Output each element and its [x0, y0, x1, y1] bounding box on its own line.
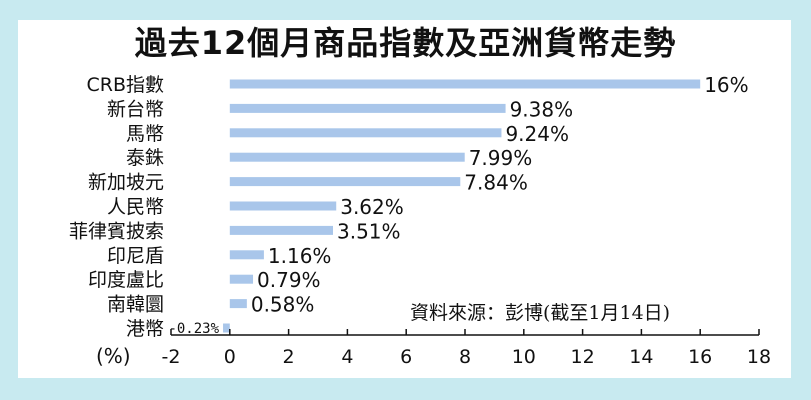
value-label-8: 0.79% — [257, 268, 321, 292]
bar-3 — [229, 152, 465, 162]
value-label-2: 9.24% — [505, 122, 569, 146]
x-tick-label-3: 4 — [341, 346, 353, 368]
x-tick-label-2: 2 — [283, 346, 295, 368]
bar-8 — [229, 274, 254, 284]
x-tick-label-9: 16 — [688, 346, 712, 368]
x-tick-label-7: 12 — [571, 346, 595, 368]
bar-1 — [229, 103, 506, 113]
bar-0 — [229, 79, 701, 89]
value-label-5: 3.62% — [340, 195, 404, 219]
x-tick-label-4: 6 — [400, 346, 412, 368]
x-tick-label-0: -2 — [162, 346, 181, 368]
category-label-2: 馬幣 — [126, 123, 164, 145]
value-label-10: -0.23% — [168, 321, 219, 337]
category-label-7: 印尼盾 — [107, 245, 164, 267]
category-label-1: 新台幣 — [107, 98, 164, 120]
x-tick-label-10: 18 — [747, 346, 771, 368]
bar-9 — [229, 299, 247, 309]
value-label-1: 9.38% — [510, 97, 574, 121]
value-label-4: 7.84% — [464, 171, 528, 195]
category-label-4: 新加坡元 — [88, 172, 164, 194]
category-label-5: 人民幣 — [107, 196, 164, 218]
x-tick-label-6: 10 — [512, 346, 536, 368]
bar-5 — [229, 201, 337, 211]
x-tick-label-8: 14 — [629, 346, 653, 368]
x-tick-label-5: 8 — [459, 346, 471, 368]
category-label-9: 南韓圜 — [107, 294, 164, 316]
chart-title: 過去12個月商品指數及亞洲貨幣走勢 — [134, 24, 677, 62]
category-label-8: 印度盧比 — [88, 269, 164, 291]
category-label-0: CRB指數 — [86, 74, 164, 96]
value-label-6: 3.51% — [337, 219, 401, 243]
bar-7 — [229, 250, 264, 260]
source-note: 資料來源：彭博(截至1月14日) — [410, 302, 671, 324]
category-label-3: 泰銖 — [126, 147, 164, 169]
bar-4 — [229, 177, 461, 187]
value-label-7: 1.16% — [268, 244, 332, 268]
bar-6 — [229, 225, 333, 235]
x-axis-unit: (%) — [96, 344, 131, 368]
bar-2 — [229, 128, 502, 138]
category-label-10: 港幣 — [126, 318, 164, 340]
bar-10 — [223, 323, 230, 333]
value-label-3: 7.99% — [469, 146, 533, 170]
x-tick-label-1: 0 — [224, 346, 236, 368]
value-label-9: 0.58% — [251, 293, 315, 317]
value-label-0: 16% — [704, 73, 748, 97]
category-label-6: 菲律賓披索 — [69, 220, 164, 242]
